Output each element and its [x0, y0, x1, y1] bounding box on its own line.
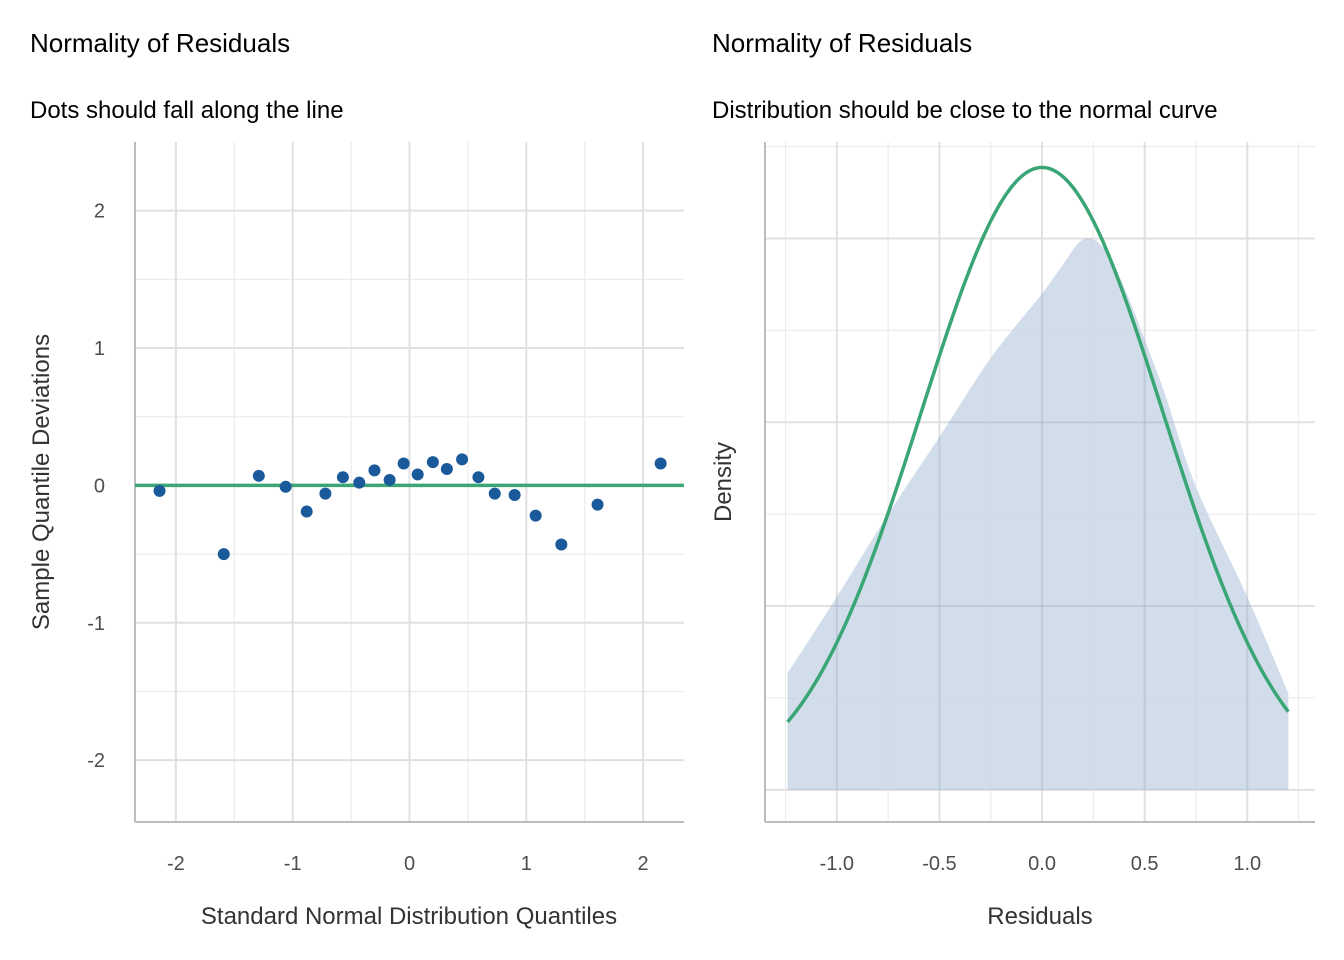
- qq-point: [591, 498, 604, 511]
- normal-curve: [786, 165, 1290, 724]
- qq-x-tick-label: 1: [521, 853, 532, 875]
- density-plot-subtitle: Distribution should be close to the norm…: [712, 97, 1218, 124]
- qq-point: [440, 462, 453, 475]
- qq-y-tick-label: 2: [94, 201, 105, 223]
- density-plot-title: Normality of Residuals: [712, 28, 972, 58]
- density-x-tick-label: -1.0: [820, 853, 854, 875]
- density-x-tick-labels: -1.0 -0.5 0.0 0.5 1.0: [820, 853, 1262, 875]
- qq-y-axis-label: Sample Quantile Deviations: [28, 334, 55, 630]
- qq-major-grid: [135, 142, 684, 822]
- qq-y-tick-labels: -2 -1 0 1 2: [87, 201, 105, 772]
- density-y-axis-label: Density: [710, 442, 737, 522]
- qq-y-tick-label: -2: [87, 750, 105, 772]
- qq-y-tick-label: -1: [87, 613, 105, 635]
- qq-x-tick-label: -2: [167, 853, 185, 875]
- density-x-tick-label: 1.0: [1233, 853, 1261, 875]
- qq-plot-title: Normality of Residuals: [30, 28, 290, 58]
- qq-y-tick-label: 0: [94, 475, 105, 497]
- qq-point: [252, 469, 265, 482]
- density-x-tick-label: 0.0: [1028, 853, 1056, 875]
- qq-point: [508, 489, 521, 502]
- density-x-tick-label: 0.5: [1131, 853, 1159, 875]
- qq-point: [279, 480, 292, 493]
- qq-plot-panel: Normality of Residuals Dots should fall …: [28, 28, 684, 930]
- qq-point: [426, 456, 439, 469]
- qq-point: [411, 468, 424, 481]
- qq-point: [217, 548, 230, 561]
- qq-x-tick-labels: -2 -1 0 1 2: [167, 853, 649, 875]
- qq-point: [488, 487, 501, 500]
- qq-point: [456, 453, 469, 466]
- density-plot-panel: Normality of Residuals Distribution shou…: [710, 28, 1315, 930]
- qq-point: [654, 457, 667, 470]
- qq-point: [368, 464, 381, 477]
- density-area: [787, 238, 1289, 790]
- qq-point: [153, 484, 166, 497]
- density-x-tick-label: -0.5: [922, 853, 956, 875]
- density-x-axis-label: Residuals: [987, 903, 1092, 930]
- qq-x-tick-label: 0: [404, 853, 415, 875]
- qq-point: [472, 471, 485, 484]
- qq-points: [153, 453, 667, 561]
- qq-point: [383, 473, 396, 486]
- qq-point: [300, 505, 313, 518]
- qq-point: [353, 476, 366, 489]
- qq-y-tick-label: 1: [94, 338, 105, 360]
- qq-point: [555, 538, 568, 551]
- qq-x-tick-label: -1: [284, 853, 302, 875]
- qq-plot-subtitle: Dots should fall along the line: [30, 97, 344, 124]
- qq-x-axis-label: Standard Normal Distribution Quantiles: [201, 903, 617, 930]
- qq-point: [529, 509, 542, 522]
- qq-x-tick-label: 2: [638, 853, 649, 875]
- qq-point: [319, 487, 332, 500]
- qq-point: [397, 457, 410, 470]
- qq-point: [336, 471, 349, 484]
